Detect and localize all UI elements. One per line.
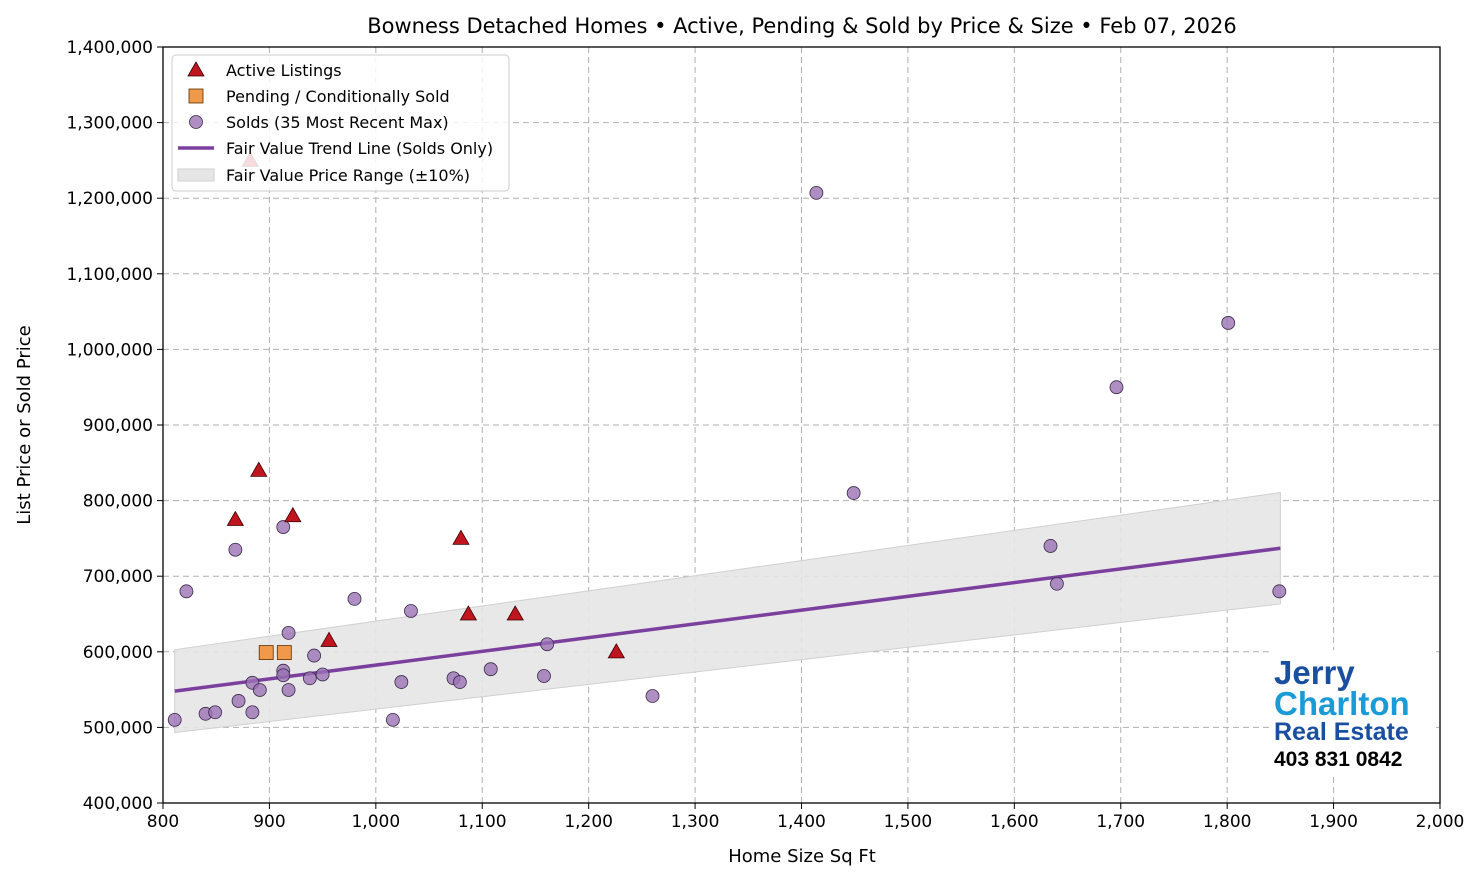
x-tick-label: 900	[253, 812, 285, 832]
y-tick-label: 1,300,000	[66, 114, 153, 134]
x-tick-label: 1,300	[671, 812, 720, 832]
y-tick-label: 1,200,000	[66, 189, 153, 209]
sold-point	[846, 486, 861, 500]
sold-point	[1272, 584, 1287, 599]
sold-point	[302, 671, 317, 686]
x-tick-label: 1,800	[1203, 812, 1252, 832]
sold-point	[1043, 539, 1058, 553]
y-tick-label: 1,100,000	[66, 265, 153, 285]
legend-circle-icon	[189, 115, 203, 129]
logo-line3: Real Estate	[1274, 718, 1409, 746]
active-listing-point	[250, 461, 268, 477]
sold-point	[1221, 316, 1236, 330]
sold-point	[245, 705, 260, 720]
x-axis-label: Home Size Sq Ft	[728, 846, 876, 867]
sold-point	[231, 694, 246, 708]
sold-point	[1109, 380, 1124, 395]
sold-point	[347, 591, 362, 606]
logo-phone: 403 831 0842	[1274, 748, 1403, 771]
legend-label: Solds (35 Most Recent Max)	[226, 113, 449, 132]
y-tick-label: 400,000	[83, 794, 153, 814]
active-listing-point	[607, 643, 626, 659]
x-tick-label: 1,400	[777, 812, 826, 832]
sold-point	[483, 662, 498, 677]
y-tick-label: 1,400,000	[66, 38, 153, 58]
legend-label: Fair Value Price Range (±10%)	[226, 166, 470, 185]
active-listing-point	[226, 510, 245, 526]
logo-line1: Jerry	[1274, 654, 1355, 691]
pending-point	[276, 645, 292, 660]
sold-point	[167, 712, 182, 727]
legend-triangle-icon	[187, 61, 205, 77]
sold-point	[404, 604, 418, 618]
legend-box	[171, 54, 510, 192]
legend-band-icon	[177, 168, 215, 182]
legend-square-icon	[188, 88, 204, 104]
legend-label: Active Listings	[226, 61, 342, 80]
active-listing-point	[284, 506, 302, 523]
x-tick-label: 1,200	[564, 812, 613, 832]
chart-title: Bowness Detached Homes • Active, Pending…	[367, 14, 1237, 38]
y-tick-label: 1,000,000	[66, 340, 153, 360]
y-tick-label: 800,000	[83, 492, 153, 512]
legend-label: Pending / Conditionally Sold	[226, 87, 450, 106]
sold-point	[281, 626, 296, 640]
active-listing-point	[459, 605, 478, 621]
logo-line2: Charlton	[1274, 685, 1410, 722]
sold-point	[645, 689, 660, 703]
active-listing-point	[320, 631, 338, 647]
sold-point	[537, 669, 551, 683]
active-listing-point	[452, 529, 470, 545]
sold-point	[228, 542, 243, 557]
sold-point	[208, 705, 223, 720]
sold-point	[540, 637, 555, 652]
trend-line	[174, 546, 1281, 693]
sold-point	[252, 683, 267, 697]
sold-point	[809, 186, 824, 200]
y-tick-label: 600,000	[83, 643, 153, 663]
x-tick-label: 1,500	[884, 812, 933, 832]
y-tick-label: 700,000	[83, 567, 153, 587]
y-tick-label: 500,000	[83, 718, 153, 738]
sold-point	[276, 520, 291, 534]
sold-point	[453, 675, 467, 689]
x-tick-label: 1,000	[351, 812, 400, 832]
sold-point	[307, 648, 322, 663]
sold-point	[281, 683, 296, 697]
x-tick-label: 1,100	[458, 812, 507, 832]
active-listing-point	[506, 605, 524, 621]
legend: Active Listings Pending / Conditionally S…	[171, 54, 510, 192]
sold-point	[1050, 576, 1064, 591]
pending-point	[258, 645, 274, 660]
x-tick-label: 800	[147, 812, 179, 832]
fair-value-band	[174, 491, 1281, 734]
sold-point	[179, 584, 194, 599]
x-tick-label: 1,600	[990, 812, 1039, 832]
sold-point	[385, 712, 400, 727]
sold-point	[315, 667, 330, 682]
legend-label: Fair Value Trend Line (Solds Only)	[226, 139, 493, 158]
y-tick-label: 900,000	[83, 416, 153, 436]
x-tick-label: 1,900	[1309, 812, 1358, 832]
sold-point	[276, 668, 291, 683]
sold-point	[394, 675, 409, 689]
y-axis-label: List Price or Sold Price	[14, 325, 35, 524]
x-tick-label: 1,700	[1096, 812, 1145, 832]
logo: Jerry Charlton Real Estate 403 831 0842	[1270, 650, 1436, 776]
x-tick-label: 2,000	[1416, 812, 1465, 832]
